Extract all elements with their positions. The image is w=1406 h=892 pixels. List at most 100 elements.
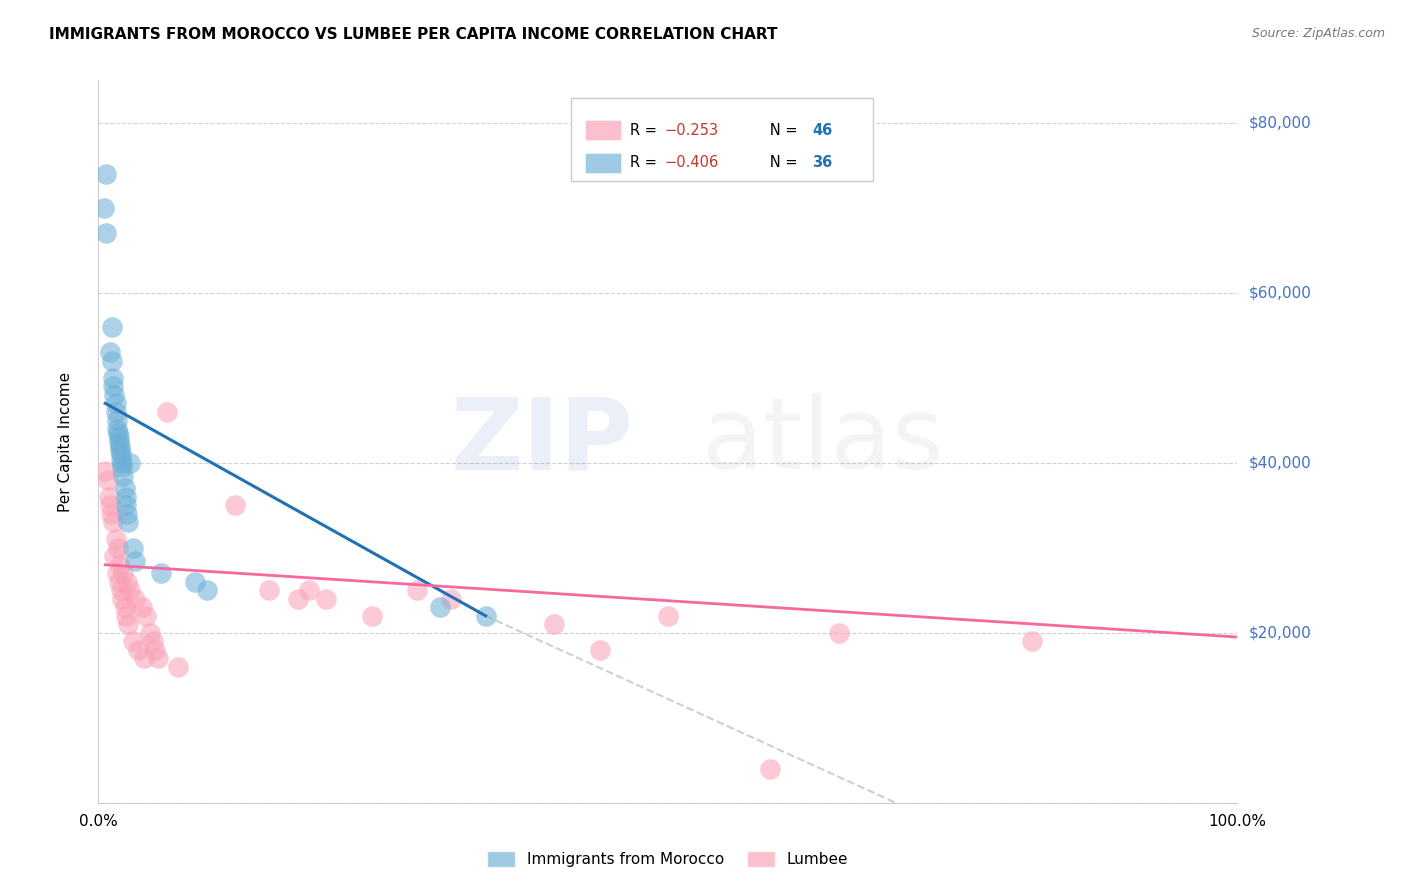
- Point: [117, 516, 139, 530]
- Point: [104, 533, 127, 547]
- Point: [259, 583, 281, 598]
- Point: [588, 642, 610, 657]
- Point: [138, 625, 160, 640]
- Point: [543, 617, 565, 632]
- Text: 46: 46: [813, 122, 832, 137]
- Point: [103, 371, 125, 385]
- Point: [117, 617, 139, 632]
- Point: [103, 379, 125, 393]
- Text: $80,000: $80,000: [1249, 115, 1312, 130]
- Point: [105, 422, 128, 436]
- Point: [100, 507, 122, 521]
- Text: $20,000: $20,000: [1249, 625, 1312, 640]
- Point: [360, 608, 382, 623]
- Text: R =: R =: [630, 155, 662, 170]
- Point: [315, 591, 337, 606]
- Point: [120, 583, 142, 598]
- Text: −0.253: −0.253: [665, 122, 718, 137]
- Y-axis label: Per Capita Income: Per Capita Income: [59, 371, 73, 512]
- Point: [406, 583, 429, 598]
- Point: [112, 566, 135, 581]
- Point: [111, 460, 134, 475]
- Point: [1021, 634, 1043, 648]
- Text: IMMIGRANTS FROM MOROCCO VS LUMBEE PER CAPITA INCOME CORRELATION CHART: IMMIGRANTS FROM MOROCCO VS LUMBEE PER CA…: [49, 27, 778, 42]
- Point: [101, 353, 124, 368]
- Text: N =: N =: [755, 155, 801, 170]
- Point: [110, 451, 132, 466]
- Point: [98, 345, 121, 359]
- Point: [97, 490, 120, 504]
- Point: [120, 456, 142, 470]
- Point: [108, 574, 131, 589]
- Point: [184, 574, 207, 589]
- Point: [110, 583, 132, 598]
- Point: [103, 549, 125, 564]
- Point: [759, 762, 782, 776]
- Point: [657, 608, 679, 623]
- Point: [224, 498, 246, 512]
- Point: [298, 583, 321, 598]
- Point: [156, 405, 179, 419]
- Point: [103, 388, 125, 402]
- Point: [105, 413, 128, 427]
- Point: [98, 498, 121, 512]
- Point: [121, 634, 143, 648]
- Point: [114, 481, 136, 495]
- Text: $60,000: $60,000: [1249, 285, 1312, 301]
- Point: [107, 425, 129, 440]
- Point: [115, 574, 138, 589]
- Point: [108, 439, 131, 453]
- Point: [111, 591, 134, 606]
- Point: [96, 473, 118, 487]
- Point: [127, 642, 149, 657]
- Point: [114, 490, 136, 504]
- Point: [114, 600, 136, 615]
- Point: [145, 642, 167, 657]
- Point: [135, 608, 157, 623]
- Point: [105, 566, 128, 581]
- Point: [96, 167, 118, 181]
- Point: [828, 625, 851, 640]
- FancyBboxPatch shape: [585, 153, 621, 173]
- Point: [101, 319, 124, 334]
- Text: ZIP: ZIP: [451, 393, 634, 490]
- Point: [114, 608, 136, 623]
- Point: [108, 443, 131, 458]
- Point: [121, 541, 143, 555]
- Point: [93, 201, 115, 215]
- Text: N =: N =: [755, 122, 801, 137]
- Point: [104, 396, 127, 410]
- Legend: Immigrants from Morocco, Lumbee: Immigrants from Morocco, Lumbee: [488, 852, 848, 867]
- Point: [115, 507, 138, 521]
- Point: [111, 456, 134, 470]
- Point: [150, 566, 173, 581]
- Point: [131, 600, 153, 615]
- Point: [146, 651, 169, 665]
- Point: [104, 405, 127, 419]
- Point: [167, 660, 190, 674]
- Text: atlas: atlas: [702, 393, 943, 490]
- Point: [96, 227, 118, 241]
- Point: [132, 651, 155, 665]
- Text: 36: 36: [813, 155, 832, 170]
- Point: [110, 447, 132, 461]
- FancyBboxPatch shape: [585, 120, 621, 140]
- Point: [440, 591, 463, 606]
- Point: [114, 498, 136, 512]
- Point: [108, 558, 131, 572]
- FancyBboxPatch shape: [571, 98, 873, 181]
- Point: [195, 583, 218, 598]
- Point: [94, 464, 117, 478]
- Point: [287, 591, 309, 606]
- Point: [124, 591, 146, 606]
- Text: R =: R =: [630, 122, 662, 137]
- Point: [112, 468, 135, 483]
- Text: −0.406: −0.406: [665, 155, 718, 170]
- Text: $40,000: $40,000: [1249, 455, 1312, 470]
- Point: [103, 516, 125, 530]
- Point: [107, 541, 129, 555]
- Point: [474, 608, 496, 623]
- Point: [142, 634, 165, 648]
- Text: Source: ZipAtlas.com: Source: ZipAtlas.com: [1251, 27, 1385, 40]
- Point: [108, 434, 131, 449]
